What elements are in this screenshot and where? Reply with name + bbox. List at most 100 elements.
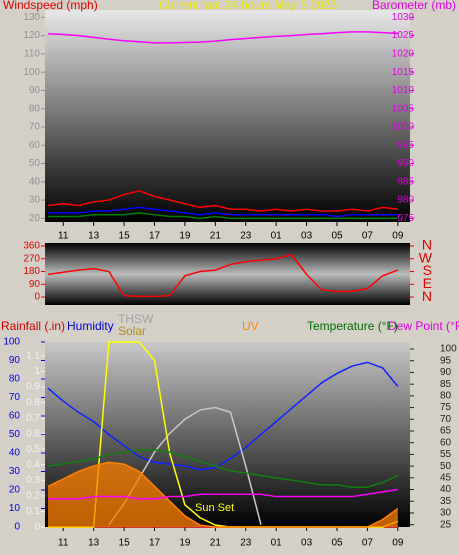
y-tick-label: 110: [24, 49, 40, 60]
y-tick-label: 0.9: [26, 382, 40, 393]
y-tick-label: 0: [14, 522, 20, 533]
y-tick-label: 85: [440, 379, 452, 390]
legend-label: Humidity: [67, 319, 114, 333]
x-tick-label: 03: [301, 231, 313, 242]
y-axis-label: Windspeed (mph): [3, 0, 98, 12]
x-tick-label: 15: [119, 231, 131, 242]
x-tick-label: 01: [271, 231, 283, 242]
x-tick-label: 03: [301, 538, 313, 549]
series-area: [48, 462, 398, 527]
y-tick-label: 0.2: [26, 491, 40, 502]
y-tick-label: 1.1: [26, 351, 40, 362]
y-tick-label: 100: [3, 337, 20, 348]
y-tick-label: 20: [29, 213, 41, 224]
x-tick-label: 07: [362, 538, 374, 549]
y-tick-label: 0.5: [26, 444, 40, 455]
x-tick-label: 19: [179, 231, 191, 242]
y-tick-label: 10: [9, 503, 21, 514]
x-tick-label: 21: [210, 538, 222, 549]
y-tick-label: 0.1: [26, 506, 40, 517]
x-tick-label: 17: [149, 231, 161, 242]
y-tick-label: 1000: [392, 122, 415, 133]
series-line: [47, 361, 399, 471]
y-tick-label: 60: [29, 140, 41, 151]
y-tick-label: S: [423, 262, 432, 278]
y-tick-label: 50: [9, 429, 21, 440]
y-tick-label: 985: [397, 176, 414, 187]
y-tick-label: 1: [34, 366, 40, 377]
y-tick-label: 80: [9, 374, 21, 385]
x-tick-label: 21: [210, 231, 222, 242]
y-tick-label: 1025: [392, 30, 415, 41]
y-tick-label: 55: [440, 449, 452, 460]
y-tick-label: 40: [440, 484, 452, 495]
y-tick-label: N: [422, 237, 432, 253]
y-tick-label: 180: [23, 266, 40, 277]
legend-label: THSW: [118, 312, 154, 326]
x-tick-label: 05: [331, 538, 343, 549]
y-tick-label: 50: [29, 158, 41, 169]
y-tick-label: 25: [440, 519, 452, 530]
y-tick-label: 980: [397, 195, 414, 206]
y2-axis-label: Barometer (mb): [372, 0, 456, 12]
y-tick-label: 90: [29, 279, 41, 290]
y-tick-label: 70: [9, 392, 21, 403]
series-line: [48, 212, 398, 220]
x-tick-label: 01: [271, 538, 283, 549]
y-tick-label: 0: [34, 292, 40, 303]
chart-title: Current last 24 hours May 5 2025: [159, 0, 337, 12]
y-tick-label: 1015: [392, 67, 415, 78]
y-tick-label: 1010: [392, 85, 415, 96]
y-tick-label: 95: [440, 355, 452, 366]
y-tick-label: 100: [440, 344, 457, 355]
legend-label: Solar: [118, 324, 146, 338]
x-tick-label: 23: [240, 538, 252, 549]
y-tick-label: 60: [9, 411, 21, 422]
series-line: [48, 488, 398, 500]
y-tick-label: 90: [29, 85, 41, 96]
plot-area: [45, 243, 410, 305]
y-tick-label: 80: [29, 103, 41, 114]
y-tick-label: 0.7: [26, 413, 40, 424]
x-tick-label: 23: [240, 231, 252, 242]
y-tick-label: 75: [440, 402, 452, 413]
y-tick-label: 20: [9, 485, 21, 496]
y-tick-label: 40: [9, 448, 21, 459]
y-tick-label: 30: [9, 466, 21, 477]
y-tick-label: 0.3: [26, 475, 40, 486]
series-line: [48, 206, 398, 218]
x-tick-label: 09: [392, 538, 404, 549]
y-tick-label: 1030: [392, 12, 415, 23]
y-tick-label: 100: [23, 67, 40, 78]
x-tick-label: 19: [179, 538, 191, 549]
series-line: [48, 31, 398, 44]
y-tick-label: 70: [440, 414, 452, 425]
series-line: [47, 448, 399, 488]
y-tick-label: 70: [29, 122, 41, 133]
y-tick-label: 990: [397, 158, 414, 169]
x-tick-label: 13: [88, 231, 100, 242]
y-tick-label: 90: [9, 355, 21, 366]
y-tick-label: 80: [440, 391, 452, 402]
y-tick-label: 45: [440, 472, 452, 483]
annotation: Sun Set: [195, 502, 234, 514]
y-tick-label: 0.6: [26, 428, 40, 439]
y-tick-label: 40: [29, 176, 41, 187]
x-tick-label: 09: [392, 231, 404, 242]
y-tick-label: 270: [23, 253, 40, 264]
series-line: [47, 253, 399, 298]
y-tick-label: 50: [440, 461, 452, 472]
series-line: [47, 190, 398, 212]
y-tick-label: 360: [23, 241, 40, 252]
x-tick-label: 07: [362, 231, 374, 242]
legend-label: Rainfall (.in): [1, 319, 65, 333]
y-tick-label: 90: [440, 367, 452, 378]
legend-label: UV: [242, 319, 259, 333]
y-tick-label: 0: [34, 522, 40, 533]
x-tick-label: 11: [58, 538, 69, 549]
y-tick-label: N: [422, 288, 432, 304]
x-tick-label: 17: [149, 538, 161, 549]
series-line: [47, 461, 399, 528]
y-tick-label: 975: [397, 213, 414, 224]
y-tick-label: 30: [440, 508, 452, 519]
